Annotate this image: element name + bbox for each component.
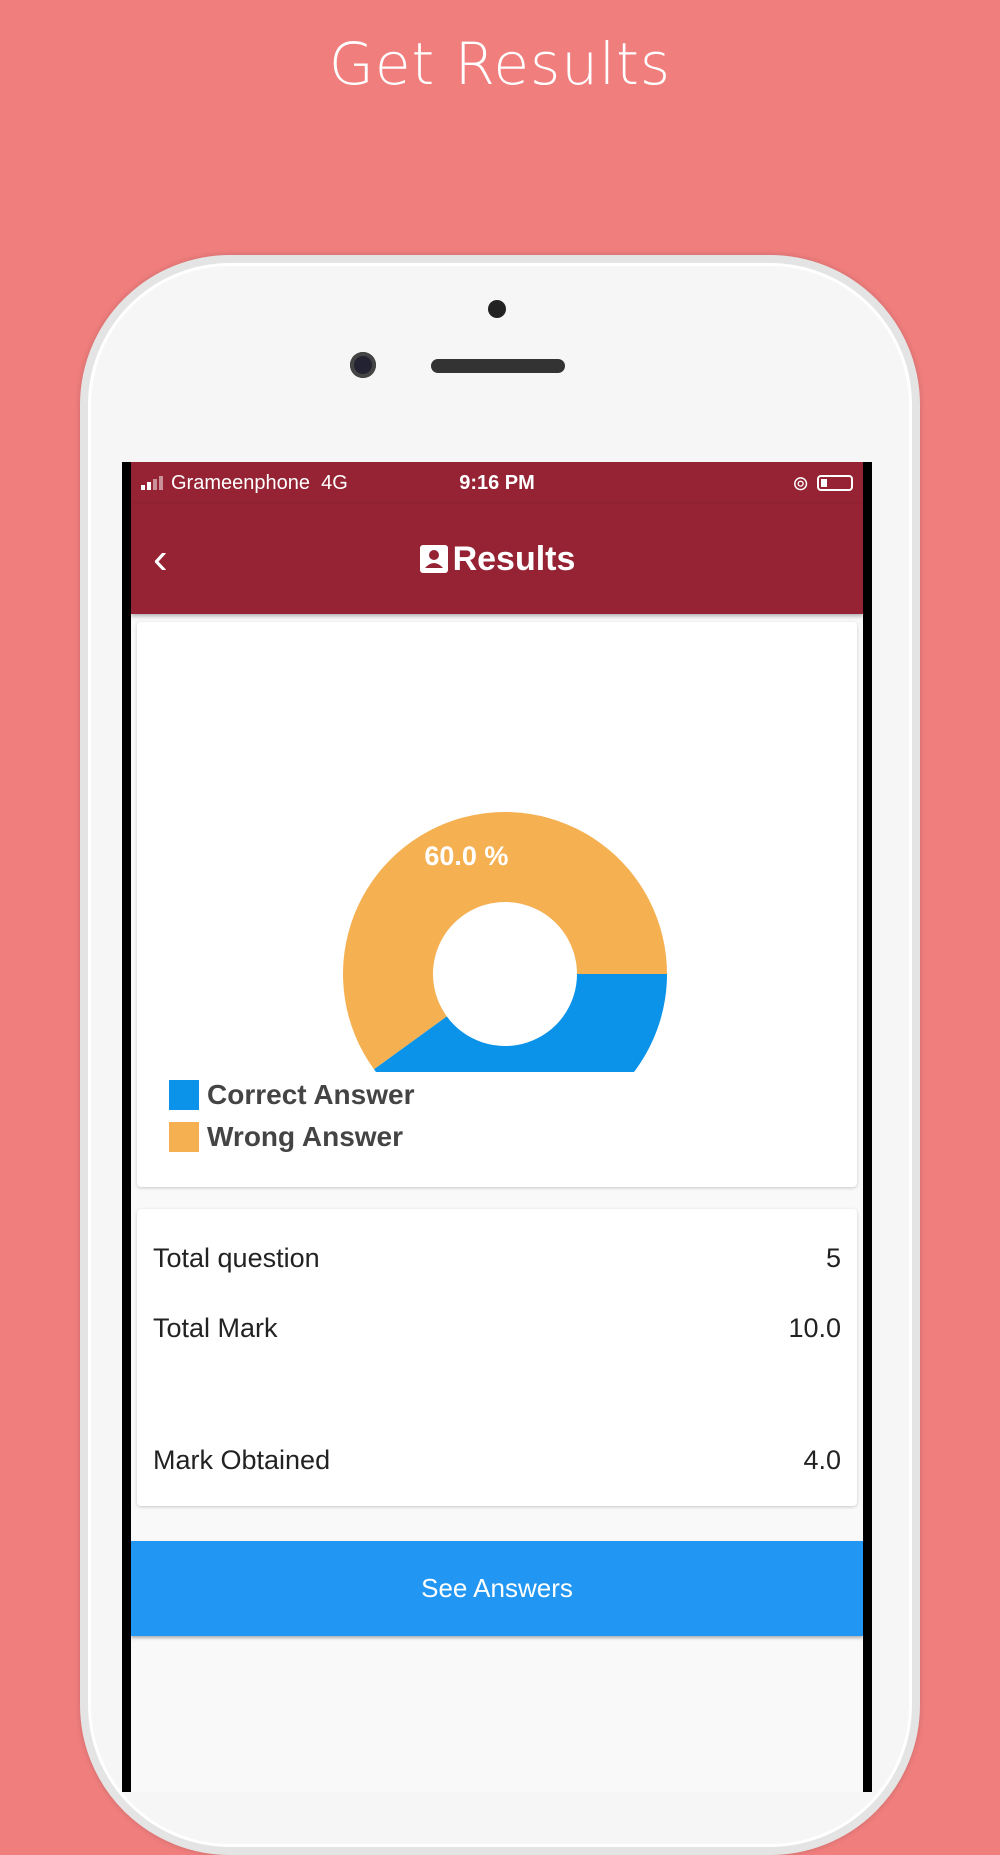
clock: 9:16 PM [459,471,535,494]
person-badge-icon [419,545,448,573]
app-header: ‹ Results [131,504,863,614]
promo-title: Get Results [328,30,672,98]
legend-swatch [169,1122,199,1152]
stat-label: Total Mark [153,1312,278,1343]
earpiece-speaker [431,359,565,373]
signal-icon [141,476,163,490]
page-title: Results [452,539,576,578]
legend-swatch [169,1080,199,1110]
stat-row-mark-obtained: Mark Obtained 4.0 [153,1425,841,1495]
proximity-sensor [488,300,506,318]
battery-icon [817,475,853,491]
donut-chart: 40.0 %60.0 % [343,812,667,1072]
network: 4G [321,471,348,494]
stat-value: 5 [825,1242,841,1273]
see-answers-button[interactable]: See Answers [131,1541,863,1636]
legend-item-wrong: Wrong Answer [169,1116,414,1158]
stat-row-total-mark: Total Mark 10.0 [153,1293,841,1363]
legend-item-correct: Correct Answer [169,1074,414,1116]
donut-slice-correct [373,974,667,1072]
chevron-left-icon[interactable]: ‹ [153,534,168,583]
chart-legend: Correct Answer Wrong Answer [169,1074,414,1158]
legend-label: Correct Answer [207,1079,415,1110]
phone-screen: Grameenphone 4G 9:16 PM ⊚ ‹ Results 40.0… [122,462,872,1792]
front-camera [350,352,376,378]
status-bar: Grameenphone 4G 9:16 PM ⊚ [131,462,863,504]
donut-slice-wrong [343,812,667,1070]
stat-label: Total question [153,1242,320,1273]
stat-row-total-question: Total question 5 [153,1223,841,1293]
carrier: Grameenphone [171,471,310,494]
stats-card: Total question 5 Total Mark 10.0 Mark Obta… [137,1209,857,1506]
legend-label: Wrong Answer [207,1121,404,1152]
chart-card: 40.0 %60.0 % Correct Answer Wrong Answer [137,622,857,1187]
donut-data-label: 60.0 % [424,841,508,871]
stat-value: 4.0 [803,1444,841,1475]
stat-label: Mark Obtained [153,1444,331,1475]
stat-value: 10.0 [788,1312,841,1343]
rotation-lock-icon: ⊚ [792,472,809,495]
